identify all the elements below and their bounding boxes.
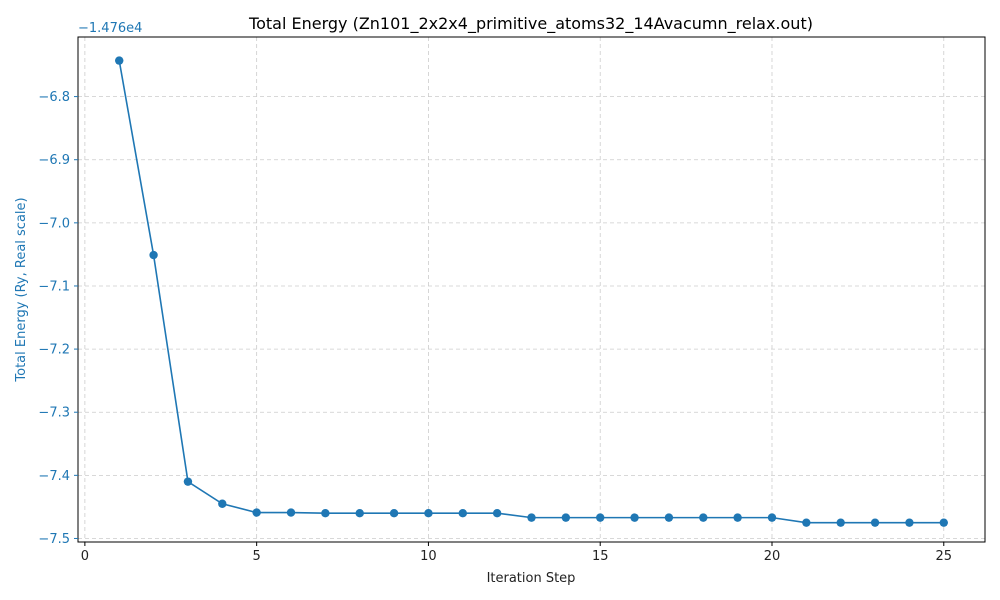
x-tick-label: 20 bbox=[764, 549, 781, 564]
data-point-marker bbox=[596, 513, 605, 522]
data-point-marker bbox=[939, 518, 948, 527]
data-point-marker bbox=[355, 509, 364, 518]
grid-lines bbox=[78, 37, 985, 542]
data-point-marker bbox=[492, 509, 502, 518]
x-tick-label: 0 bbox=[81, 549, 89, 564]
data-point-marker bbox=[699, 513, 708, 522]
data-point-marker bbox=[733, 513, 742, 522]
data-point-marker bbox=[424, 509, 433, 518]
y-tick-label: −7.2 bbox=[38, 343, 70, 358]
data-point-marker bbox=[183, 477, 193, 486]
data-point-marker bbox=[802, 518, 811, 527]
y-tick-label: −6.8 bbox=[38, 90, 70, 105]
data-point-marker bbox=[664, 513, 674, 522]
data-point-marker bbox=[252, 508, 261, 517]
data-point-marker bbox=[286, 508, 296, 517]
energy-series-markers bbox=[115, 56, 948, 527]
data-point-marker bbox=[115, 56, 124, 65]
plot-area-frame bbox=[77, 36, 986, 543]
data-point-marker bbox=[218, 499, 227, 508]
x-tick-label: 25 bbox=[935, 549, 952, 564]
data-point-marker bbox=[630, 513, 639, 522]
x-tick-label: 10 bbox=[420, 549, 437, 564]
data-point-marker bbox=[905, 518, 914, 527]
x-tick-label: 5 bbox=[253, 549, 261, 564]
y-tick-label: −7.0 bbox=[38, 216, 70, 231]
x-tick-label: 15 bbox=[592, 549, 609, 564]
data-point-marker bbox=[836, 518, 845, 527]
data-point-marker bbox=[527, 513, 536, 522]
data-point-marker bbox=[767, 513, 777, 522]
chart-title: Total Energy (Zn101_2x2x4_primitive_atom… bbox=[248, 14, 813, 34]
data-point-marker bbox=[561, 513, 571, 522]
y-axis-label: Total Energy (Ry, Real scale) bbox=[14, 197, 29, 382]
data-point-marker bbox=[389, 509, 399, 518]
y-tick-label: −6.9 bbox=[38, 153, 70, 168]
data-point-marker bbox=[458, 509, 467, 518]
x-axis-ticks: 0 5 10 15 20 25 bbox=[81, 542, 952, 564]
data-point-marker bbox=[321, 509, 330, 518]
data-point-marker bbox=[149, 250, 158, 260]
y-axis-ticks: −6.8 −6.9 −7.0 −7.1 −7.2 −7.3 −7.4 −7.5 bbox=[38, 90, 78, 547]
data-point-marker bbox=[870, 518, 880, 527]
y-tick-label: −7.4 bbox=[38, 469, 70, 484]
y-tick-label: −7.5 bbox=[38, 532, 70, 547]
y-axis-offset-label: −1.476e4 bbox=[78, 21, 142, 36]
y-tick-label: −7.3 bbox=[38, 406, 70, 421]
y-tick-label: −7.1 bbox=[38, 279, 70, 294]
x-axis-label: Iteration Step bbox=[487, 571, 576, 586]
